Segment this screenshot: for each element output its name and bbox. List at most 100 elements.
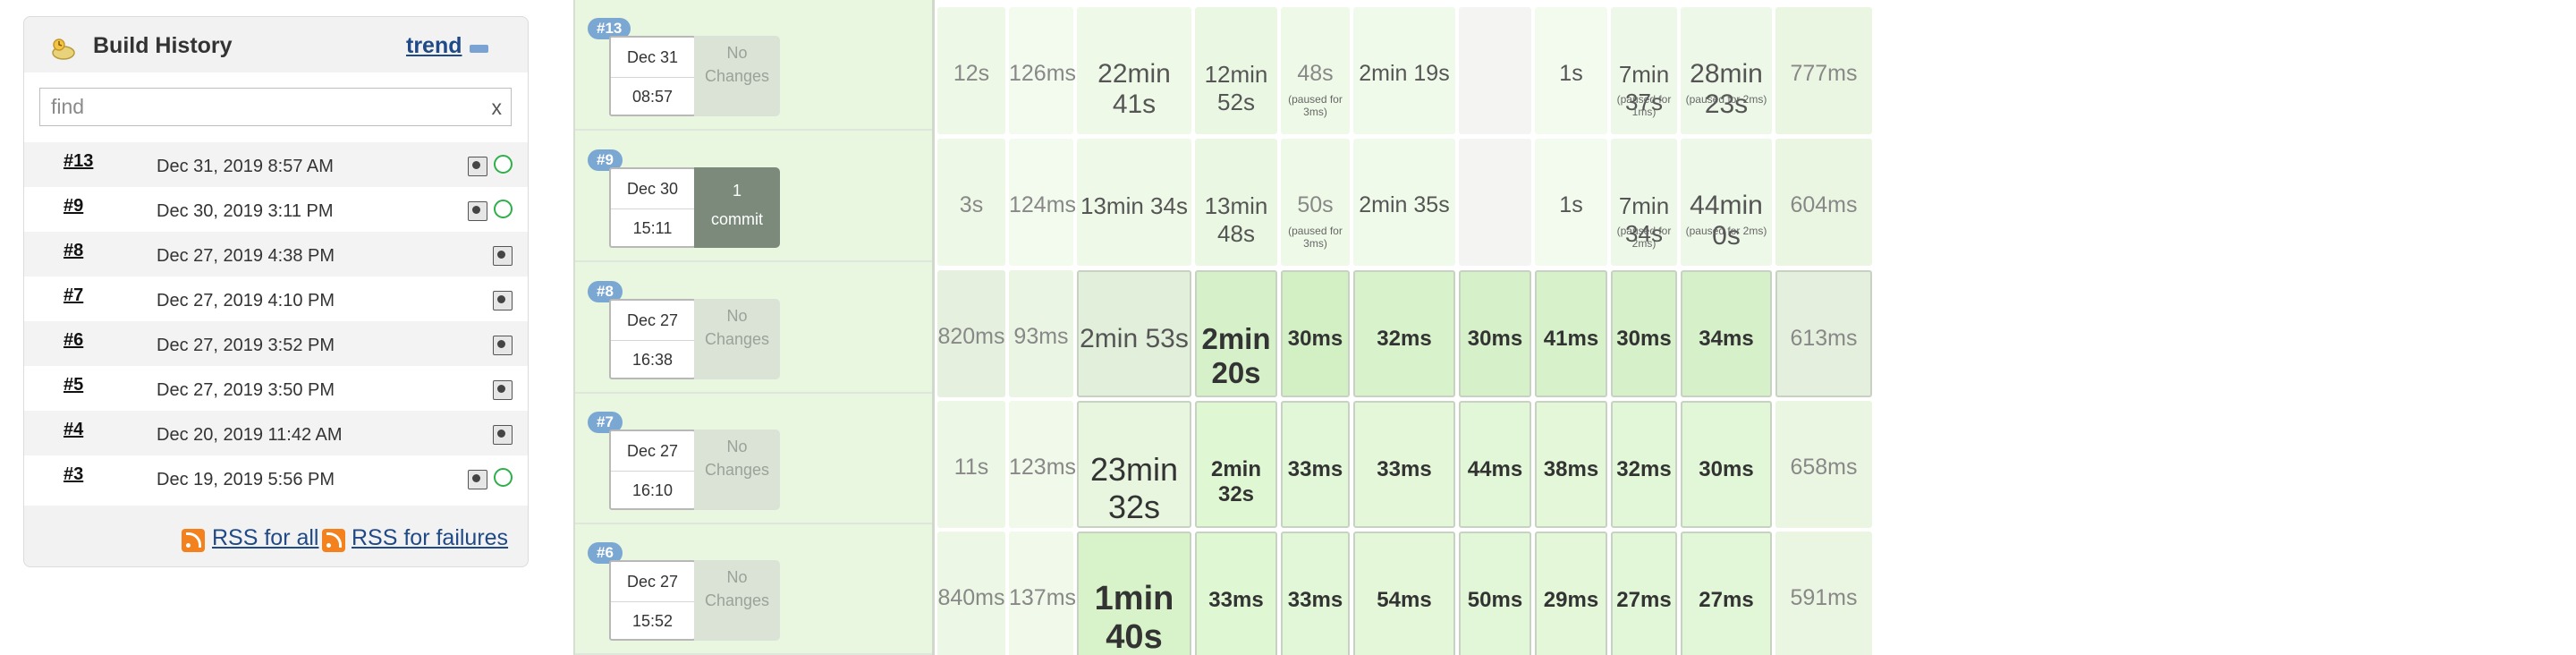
stage-cell[interactable]: 28min 23s (paused for 2ms) bbox=[1681, 7, 1772, 134]
stage-cell[interactable]: 2min 53s bbox=[1077, 270, 1191, 397]
build-date-link[interactable]: Dec 27, 2019 3:52 PM bbox=[157, 336, 335, 355]
stage-cell[interactable]: 604ms bbox=[1775, 139, 1872, 266]
stage-cell[interactable]: 13min 34s bbox=[1077, 139, 1191, 266]
build-number-link[interactable]: #3 bbox=[64, 464, 84, 484]
build-history-row[interactable]: #6 Dec 27, 2019 3:52 PM bbox=[24, 321, 528, 366]
stage-cell[interactable]: 1s bbox=[1535, 139, 1607, 266]
stage-cell[interactable]: 54ms bbox=[1353, 532, 1455, 655]
stage-cell[interactable]: 38ms bbox=[1535, 401, 1607, 528]
build-date-link[interactable]: Dec 27, 2019 4:38 PM bbox=[157, 246, 335, 266]
stage-cell[interactable]: 126ms bbox=[1009, 7, 1076, 134]
stage-cell[interactable]: 1min 40s bbox=[1077, 532, 1191, 655]
console-icon[interactable] bbox=[468, 470, 487, 489]
changes-box[interactable]: No Changes bbox=[694, 560, 780, 641]
stage-cell[interactable]: 48s (paused for 3ms) bbox=[1281, 7, 1350, 134]
rss-all-link[interactable]: RSS for all bbox=[212, 525, 319, 550]
build-history-row[interactable]: #4 Dec 20, 2019 11:42 AM bbox=[24, 411, 528, 455]
console-icon[interactable] bbox=[468, 157, 487, 176]
build-date-link[interactable]: Dec 30, 2019 3:11 PM bbox=[157, 201, 334, 221]
stage-cell[interactable]: 7min 34s (paused for 2ms) bbox=[1611, 139, 1677, 266]
console-icon[interactable] bbox=[468, 201, 487, 221]
build-date-link[interactable]: Dec 27, 2019 3:50 PM bbox=[157, 380, 335, 400]
stage-cell[interactable]: 30ms bbox=[1281, 270, 1350, 397]
clear-search-button[interactable]: x bbox=[491, 96, 503, 119]
stage-cell[interactable]: 22min 41s bbox=[1077, 7, 1191, 134]
stage-cell[interactable]: 12s bbox=[937, 7, 1005, 134]
stage-cell[interactable] bbox=[1459, 7, 1531, 134]
build-number-link[interactable]: #7 bbox=[64, 285, 84, 305]
stage-cell[interactable]: 50ms bbox=[1459, 532, 1531, 655]
build-number-link[interactable]: #5 bbox=[64, 375, 84, 395]
stage-cell[interactable]: 33ms bbox=[1195, 532, 1277, 655]
stage-cell[interactable]: 123ms bbox=[1009, 401, 1076, 528]
build-history-row[interactable]: #5 Dec 27, 2019 3:50 PM bbox=[24, 366, 528, 411]
collapse-minus-icon[interactable] bbox=[470, 45, 488, 53]
build-date-link[interactable]: Dec 20, 2019 11:42 AM bbox=[157, 425, 343, 445]
changes-box[interactable]: No Changes bbox=[694, 299, 780, 379]
stage-cell[interactable]: 27ms bbox=[1681, 532, 1772, 655]
rss-icon[interactable] bbox=[182, 529, 205, 552]
stage-cell[interactable]: 124ms bbox=[1009, 139, 1076, 266]
console-icon[interactable] bbox=[493, 380, 513, 400]
stage-cell[interactable]: 30ms bbox=[1611, 270, 1677, 397]
stage-cell[interactable]: 32ms bbox=[1611, 401, 1677, 528]
stage-cell[interactable]: 7min 37s (paused for 1ms) bbox=[1611, 7, 1677, 134]
stage-cell[interactable]: 840ms bbox=[937, 532, 1005, 655]
build-history-row[interactable]: #9 Dec 30, 2019 3:11 PM bbox=[24, 187, 528, 232]
stage-cell[interactable]: 44min 0s (paused for 2ms) bbox=[1681, 139, 1772, 266]
build-history-row[interactable]: #7 Dec 27, 2019 4:10 PM bbox=[24, 276, 528, 321]
build-number-link[interactable]: #9 bbox=[64, 196, 84, 216]
stage-cell[interactable]: 591ms bbox=[1775, 532, 1872, 655]
build-date-link[interactable]: Dec 19, 2019 5:56 PM bbox=[157, 470, 335, 489]
build-number-link[interactable]: #13 bbox=[64, 151, 94, 171]
rss-icon[interactable] bbox=[322, 529, 345, 552]
stage-cell[interactable]: 27ms bbox=[1611, 532, 1677, 655]
console-icon[interactable] bbox=[493, 425, 513, 445]
stage-cell[interactable]: 41ms bbox=[1535, 270, 1607, 397]
stage-cell[interactable]: 50s (paused for 3ms) bbox=[1281, 139, 1350, 266]
build-date-link[interactable]: Dec 27, 2019 4:10 PM bbox=[157, 291, 335, 310]
stage-cell[interactable]: 32ms bbox=[1353, 270, 1455, 397]
console-icon[interactable] bbox=[493, 336, 513, 355]
stage-cell[interactable]: 33ms bbox=[1353, 401, 1455, 528]
build-number-link[interactable]: #4 bbox=[64, 420, 84, 439]
console-icon[interactable] bbox=[493, 246, 513, 266]
stage-cell[interactable]: 33ms bbox=[1281, 401, 1350, 528]
stage-cell[interactable]: 23min 32s bbox=[1077, 401, 1191, 528]
stage-cell[interactable]: 11s bbox=[937, 401, 1005, 528]
stage-cell[interactable]: 2min 19s bbox=[1353, 7, 1455, 134]
stage-cell[interactable]: 2min 35s bbox=[1353, 139, 1455, 266]
stage-cell[interactable]: 33ms bbox=[1281, 532, 1350, 655]
stage-cell[interactable]: 2min 32s bbox=[1195, 401, 1277, 528]
search-input[interactable] bbox=[40, 89, 470, 125]
stage-cell[interactable]: 34ms bbox=[1681, 270, 1772, 397]
stage-cell[interactable]: 658ms bbox=[1775, 401, 1872, 528]
build-history-row[interactable]: #3 Dec 19, 2019 5:56 PM bbox=[24, 455, 528, 500]
stage-cell[interactable]: 137ms bbox=[1009, 532, 1076, 655]
stage-cell[interactable]: 93ms bbox=[1009, 270, 1073, 397]
build-history-row[interactable]: #13 Dec 31, 2019 8:57 AM bbox=[24, 142, 528, 187]
stage-cell[interactable]: 30ms bbox=[1459, 270, 1531, 397]
changes-box[interactable]: No Changes bbox=[694, 36, 780, 116]
build-number-link[interactable]: #8 bbox=[64, 241, 84, 260]
trend-link[interactable]: trend bbox=[406, 33, 462, 58]
stage-cell[interactable]: 29ms bbox=[1535, 532, 1607, 655]
build-number-link[interactable]: #6 bbox=[64, 330, 84, 350]
stage-cell[interactable]: 777ms bbox=[1775, 7, 1872, 134]
rss-failures-link[interactable]: RSS for failures bbox=[352, 525, 509, 550]
stage-cell[interactable]: 12min 52s bbox=[1195, 7, 1277, 134]
stage-cell[interactable]: 13min 48s bbox=[1195, 139, 1277, 266]
stage-cell[interactable]: 2min 20s bbox=[1195, 270, 1277, 397]
changes-box[interactable]: 1 commit bbox=[694, 167, 780, 248]
console-icon[interactable] bbox=[493, 291, 513, 310]
stage-cell[interactable]: 613ms bbox=[1775, 270, 1872, 397]
stage-cell[interactable] bbox=[1459, 139, 1531, 266]
stage-cell[interactable]: 820ms bbox=[937, 270, 1005, 397]
build-history-row[interactable]: #8 Dec 27, 2019 4:38 PM bbox=[24, 232, 528, 276]
build-date-link[interactable]: Dec 31, 2019 8:57 AM bbox=[157, 157, 334, 176]
changes-box[interactable]: No Changes bbox=[694, 430, 780, 510]
stage-cell[interactable]: 44ms bbox=[1459, 401, 1531, 528]
stage-cell[interactable]: 30ms bbox=[1681, 401, 1772, 528]
stage-cell[interactable]: 3s bbox=[937, 139, 1005, 266]
stage-cell[interactable]: 1s bbox=[1535, 7, 1607, 134]
